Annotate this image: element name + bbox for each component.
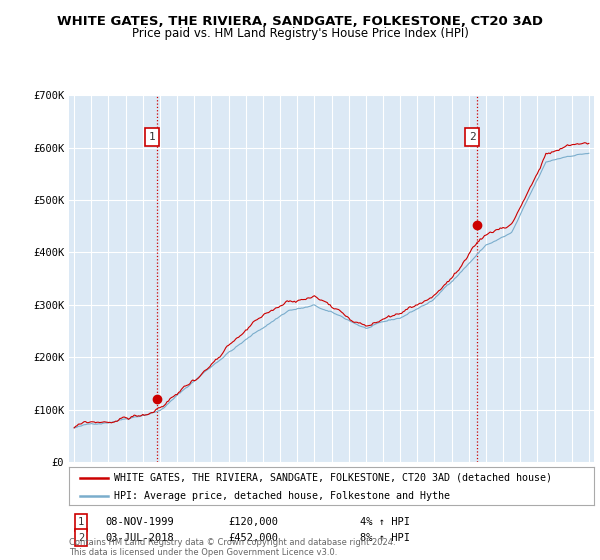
Text: Contains HM Land Registry data © Crown copyright and database right 2024.
This d: Contains HM Land Registry data © Crown c… [69,538,395,557]
Text: 2: 2 [469,132,476,142]
Text: 2: 2 [78,533,84,543]
Text: 8% ↑ HPI: 8% ↑ HPI [360,533,410,543]
Text: 03-JUL-2018: 03-JUL-2018 [105,533,174,543]
Text: Price paid vs. HM Land Registry's House Price Index (HPI): Price paid vs. HM Land Registry's House … [131,27,469,40]
Text: HPI: Average price, detached house, Folkestone and Hythe: HPI: Average price, detached house, Folk… [113,491,449,501]
Text: 4% ↑ HPI: 4% ↑ HPI [360,517,410,528]
Text: £120,000: £120,000 [228,517,278,528]
Text: 08-NOV-1999: 08-NOV-1999 [105,517,174,528]
Text: WHITE GATES, THE RIVIERA, SANDGATE, FOLKESTONE, CT20 3AD: WHITE GATES, THE RIVIERA, SANDGATE, FOLK… [57,15,543,28]
Text: WHITE GATES, THE RIVIERA, SANDGATE, FOLKESTONE, CT20 3AD (detached house): WHITE GATES, THE RIVIERA, SANDGATE, FOLK… [113,473,551,483]
Text: 1: 1 [149,132,155,142]
Text: £452,000: £452,000 [228,533,278,543]
Text: 1: 1 [78,517,84,528]
